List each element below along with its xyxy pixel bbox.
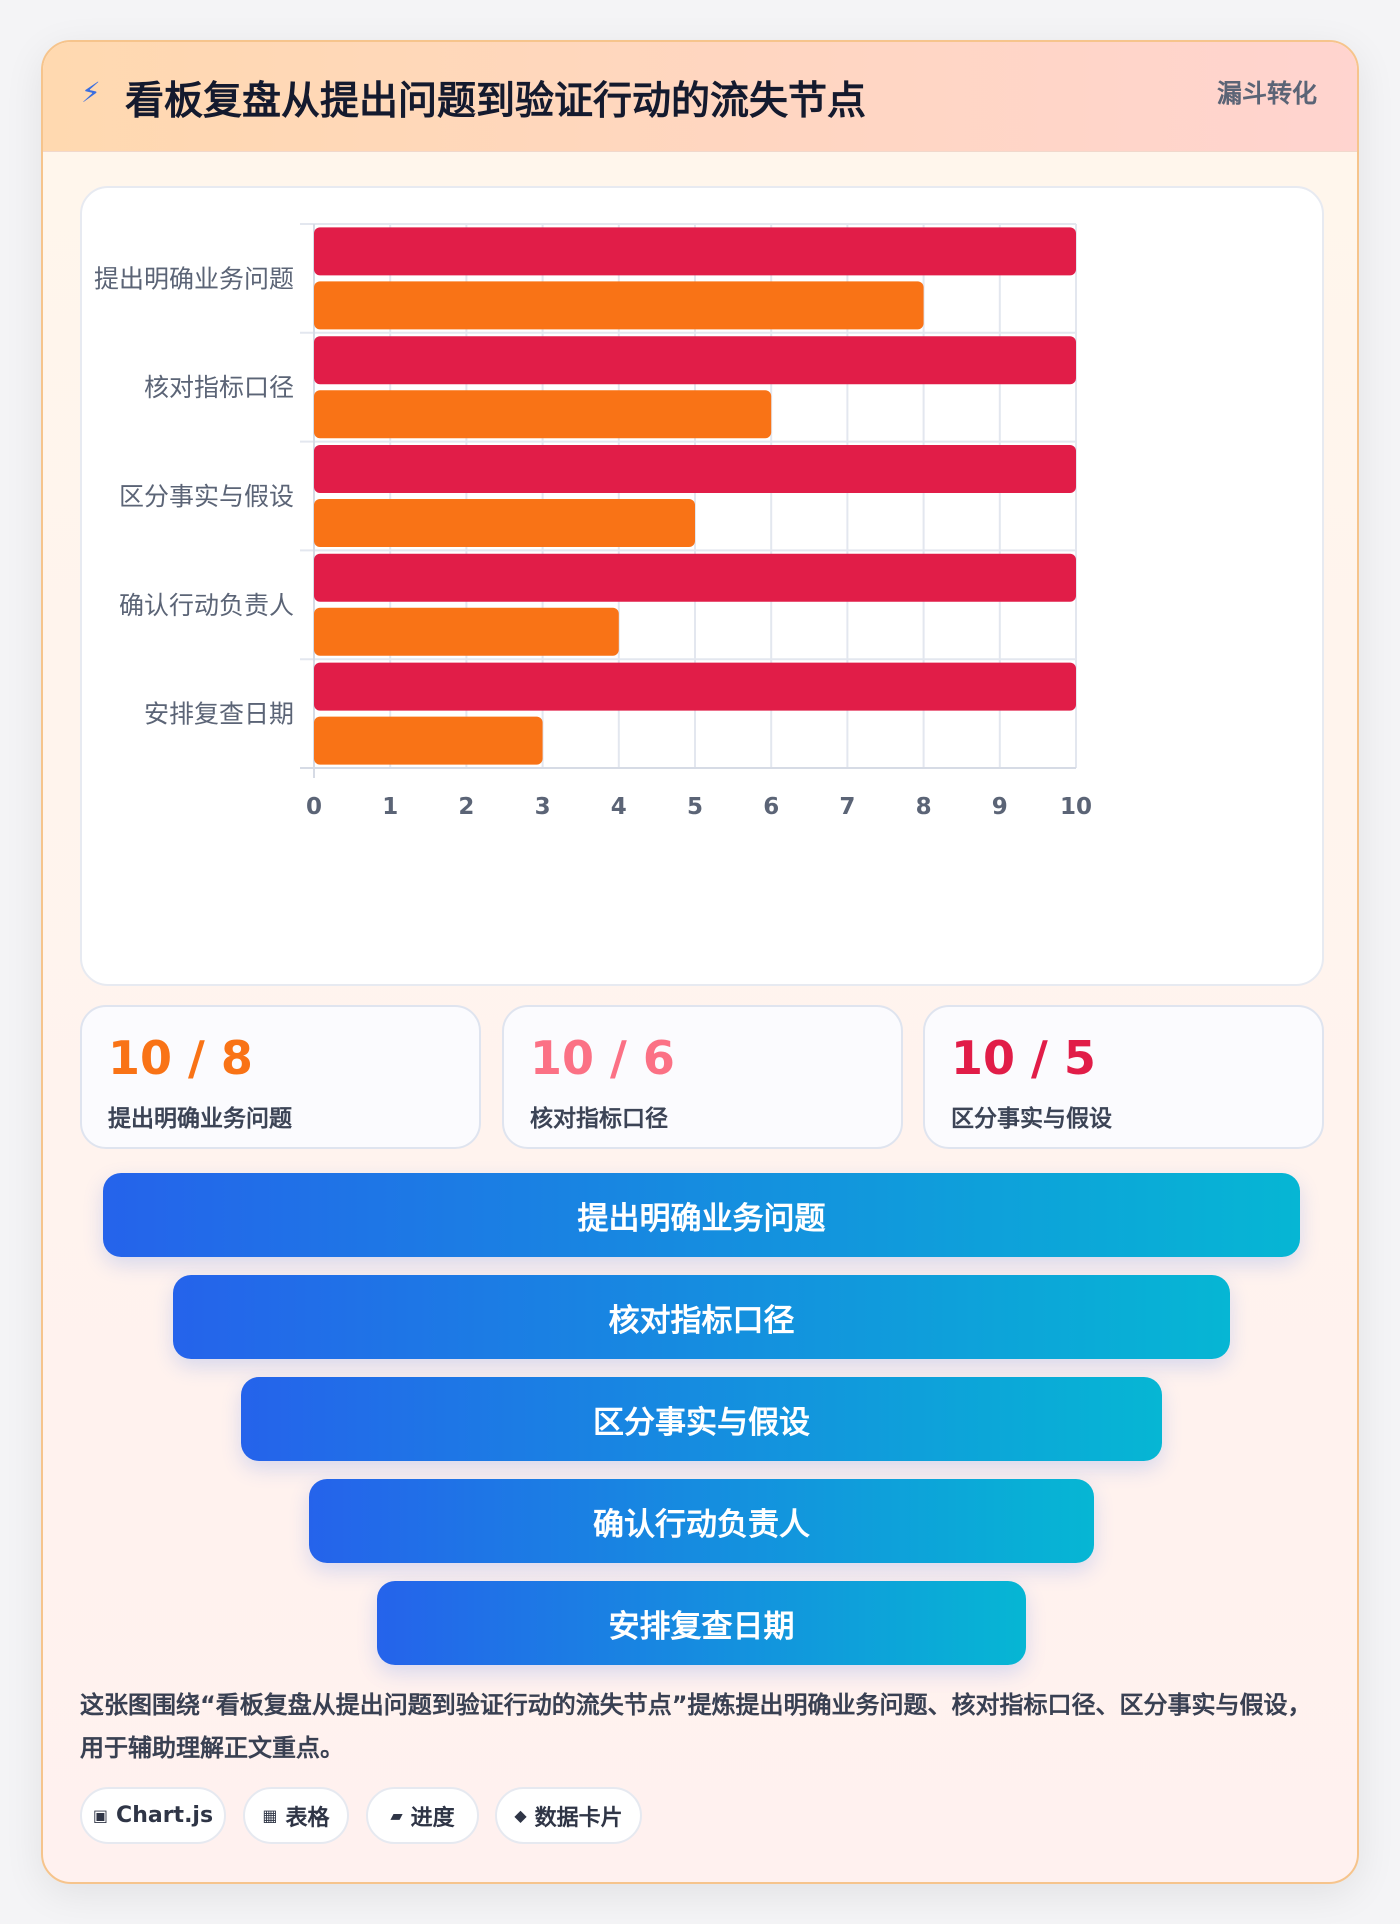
stat-card-3: 10 / 5 区分事实与假设 (923, 1005, 1324, 1149)
page-title: 看板复盘从提出问题到验证行动的流失节点 (125, 79, 867, 124)
bar (314, 445, 1076, 493)
stat-label: 区分事实与假设 (951, 1106, 1112, 1132)
category-label: 提出明确业务问题 (94, 264, 294, 293)
x-tick-label: 4 (611, 794, 627, 820)
funnel-step-4: 确认行动负责人 (309, 1479, 1094, 1563)
bar (314, 662, 1076, 711)
funnel-step-3: 区分事实与假设 (241, 1377, 1162, 1461)
badge-label: 数据卡片 (534, 1805, 623, 1831)
x-tick-label: 0 (306, 794, 322, 820)
category-label: 确认行动负责人 (119, 591, 294, 620)
chart-panel: 提出明确业务问题核对指标口径区分事实与假设 确认行动负责人安排复查日期 0 1 2 3 4 5… (80, 186, 1324, 986)
caption-text: 这张图围绕“看板复盘从提出问题到验证行动的流失节点”提炼提出明确业务问题、核对指… (80, 1691, 1312, 1762)
bar (314, 390, 772, 439)
badge-data-card: ◆ 数据卡片 (495, 1787, 642, 1844)
x-tick-label: 2 (458, 794, 474, 820)
progress-icon: ▰ (390, 1806, 403, 1825)
x-tick-label: 5 (687, 794, 703, 820)
x-tick-label: 9 (992, 794, 1008, 820)
category-label: 安排复查日期 (144, 700, 294, 729)
stat-value: 10 / 8 (108, 1031, 253, 1085)
funnel-step-2: 核对指标口径 (173, 1275, 1230, 1359)
x-tick-label: 7 (839, 794, 855, 820)
bar (314, 607, 619, 656)
bar (314, 553, 1076, 602)
funnel-step-5: 安排复查日期 (377, 1581, 1026, 1665)
stat-value: 10 / 5 (951, 1031, 1096, 1085)
x-tick-label: 10 (1060, 794, 1092, 820)
stat-card-1: 10 / 8 提出明确业务问题 (80, 1005, 481, 1149)
badge-label: 表格 (285, 1805, 330, 1831)
category-label: 区分事实与假设 (119, 482, 294, 511)
stat-label: 核对指标口径 (530, 1106, 668, 1132)
stat-label: 提出明确业务问题 (108, 1106, 292, 1132)
funnel-step-1: 提出明确业务问题 (103, 1173, 1300, 1257)
data-card-icon: ◆ (514, 1806, 527, 1825)
lightning-icon: ⚡ (81, 76, 101, 109)
badge-table: ▦ 表格 (243, 1787, 349, 1844)
card-header: ⚡ 看板复盘从提出问题到验证行动的流失节点 漏斗转化 (43, 42, 1357, 152)
chart-icon: ▣ (92, 1806, 109, 1825)
x-tick-label: 6 (763, 794, 779, 820)
badge-chartjs: ▣ Chart.js (80, 1787, 226, 1844)
stat-value: 10 / 6 (530, 1031, 675, 1085)
x-tick-label: 3 (535, 794, 551, 820)
x-tick-label: 8 (916, 794, 932, 820)
badge-progress: ▰ 进度 (366, 1787, 479, 1844)
bar (314, 336, 1076, 385)
bar (314, 281, 924, 330)
header-tag: 漏斗转化 (1216, 79, 1317, 108)
bar (314, 227, 1076, 276)
table-icon: ▦ (262, 1806, 278, 1825)
bar (314, 716, 543, 765)
category-label: 核对指标口径 (144, 373, 294, 402)
bar (314, 499, 695, 547)
stat-card-2: 10 / 6 核对指标口径 (502, 1005, 903, 1149)
main-card: ⚡ 看板复盘从提出问题到验证行动的流失节点 漏斗转化 提出明确业务问题 核对指标口… (41, 40, 1359, 1884)
badge-label: Chart.js (116, 1803, 214, 1828)
x-tick-label: 1 (382, 794, 398, 820)
badge-label: 进度 (410, 1805, 455, 1831)
